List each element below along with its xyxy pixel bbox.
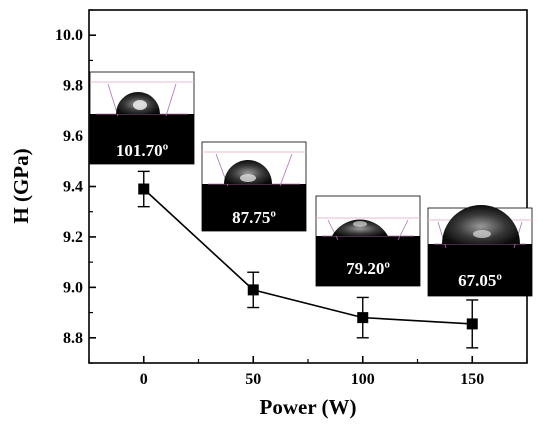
- data-point: [357, 312, 369, 324]
- contact-angle-label-150: 67.05º: [458, 271, 502, 290]
- y-tick-label: 9.2: [63, 229, 83, 246]
- x-tick-label: 50: [245, 371, 261, 388]
- y-axis-title: H (GPa): [9, 148, 33, 223]
- x-tick-label: 0: [140, 371, 148, 388]
- inset-image-50w: 87.75º: [201, 141, 307, 232]
- series-line: [143, 188, 473, 325]
- x-axis-title: Power (W): [260, 395, 357, 419]
- series-layer: [137, 170, 479, 349]
- contact-angle-label-0: 101.70º: [116, 141, 169, 160]
- data-point: [247, 284, 259, 296]
- y-tick-label: 9.0: [63, 279, 83, 296]
- x-tick-label: 150: [460, 371, 484, 388]
- x-axis: 0 50 100 150: [88, 356, 528, 388]
- inset-image-100w: 79.20º: [315, 195, 421, 287]
- data-point: [138, 183, 150, 195]
- y-tick-label: 9.6: [63, 128, 83, 145]
- y-tick-label: 9.8: [63, 78, 83, 95]
- inset-image-0w: 101.70º: [89, 71, 195, 165]
- plot-frame: [88, 9, 528, 364]
- x-tick-label: 100: [351, 371, 375, 388]
- y-tick-label: 8.8: [63, 330, 83, 347]
- contact-angle-label-50: 87.75º: [232, 208, 276, 227]
- contact-angle-label-100: 79.20º: [346, 259, 390, 278]
- y-tick-label: 9.4: [63, 179, 83, 196]
- y-tick-label: 10.0: [55, 27, 83, 44]
- data-point: [466, 318, 478, 330]
- y-axis: 8.8 9.0 9.2 9.4 9.6 9.8 10.0: [55, 9, 96, 364]
- inset-image-150w: 67.05º: [427, 205, 533, 297]
